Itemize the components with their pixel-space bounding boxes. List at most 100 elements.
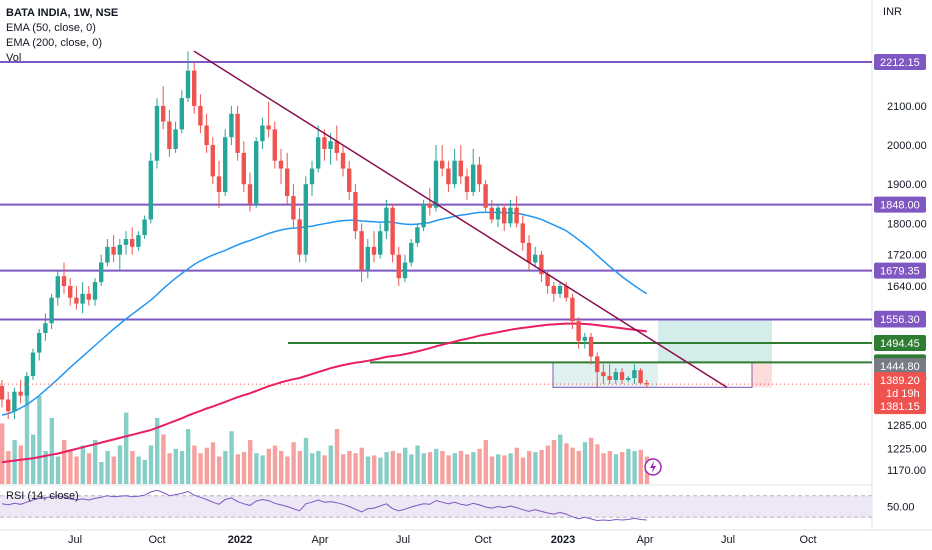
volume-bar [155,418,160,484]
volume-bar [434,448,439,484]
volume-bar [0,423,5,484]
candle-body [446,168,451,185]
candle-body [173,129,178,149]
volume-bar [248,440,253,484]
volume-bar [303,437,309,484]
volume-label[interactable]: Vol [6,52,22,64]
volume-bar [347,451,352,484]
candle-body [192,70,197,106]
candle-body [297,219,302,255]
candle-body [123,239,129,245]
price-tick-label: 1225.00 [887,443,927,455]
candle-body [291,195,296,220]
volume-bar [372,455,377,484]
time-tick-label: Apr [311,534,328,546]
volume-bar [272,445,278,484]
volume-bar [452,453,457,484]
candle-body [626,377,631,380]
candle-body [514,207,519,224]
time-tick-label: 2023 [551,534,575,546]
volume-bar [142,459,147,484]
volume-bar [384,452,389,484]
candle-body [495,207,501,220]
candle-body [204,125,209,146]
price-tick-label: 2100.00 [887,101,927,113]
volume-bar [204,447,209,484]
candle-body [43,323,48,333]
volume-bar [80,445,85,484]
entry-price-tag-bg [874,357,926,374]
candle-body [49,297,54,324]
candle-body [111,246,116,255]
candle-body [24,376,29,396]
volume-bar [359,447,364,484]
ema-price-tag-bg [874,310,926,327]
stop-zone [752,362,772,388]
volume-bar [285,456,290,484]
candle-body [353,192,358,232]
volume-bar [229,431,234,484]
volume-bar [390,451,395,484]
candle-body [235,113,240,153]
candle-body [359,231,364,271]
volume-bar [483,440,488,484]
candle-body [198,105,203,126]
candle-body [340,152,346,169]
symbol-title[interactable]: BATA INDIA, 1W, NSE [6,7,119,19]
volume-bar [489,456,495,484]
candle-body [105,246,110,263]
candle-body [161,105,166,122]
currency-label: INR [883,6,902,18]
volume-bar [427,452,433,484]
last-price-tag-bg [874,372,926,415]
volume-bar [496,454,501,484]
volume-bar [266,448,271,484]
entry-price-tag: 1444.80 [880,361,920,373]
candle-body [260,125,265,142]
volume-bar [68,451,73,484]
volume-bar [564,443,569,484]
rsi-label[interactable]: RSI (14, close) [6,490,79,502]
candle-body [477,164,482,185]
rsi-tick-label: 50.00 [887,502,915,514]
volume-bar [130,451,135,484]
candle-body [210,145,215,177]
time-tick-label: Apr [636,534,653,546]
price-tick-label: 2000.00 [887,140,927,152]
volume-bar [471,452,476,484]
time-tick-label: Oct [148,534,165,546]
ema50-label[interactable]: EMA (50, close, 0) [6,22,96,34]
candle-body [30,352,36,377]
candle-body [278,160,284,169]
candle-body [520,223,525,243]
volume-bar [353,453,358,484]
candle-body [526,242,532,263]
time-tick-label: Jul [721,534,735,546]
candle-body [229,113,234,138]
candle-body [154,105,160,161]
volume-bar [235,454,240,484]
candle-body [285,168,290,196]
candle-body [136,235,141,247]
volume-bar [49,418,54,484]
candle-body [502,207,507,224]
price-tick-label: 1800.00 [887,218,927,230]
candle-body [92,282,98,300]
volume-bar [539,449,544,484]
volume-bar [620,452,625,484]
volume-bar [520,457,526,484]
level-tag-1: 1848.00 [880,200,920,212]
candle-body [347,168,352,193]
volume-bar [508,453,513,484]
ema200-line [1,322,647,464]
candle-body [458,160,463,177]
candle-body [551,285,556,294]
volume-bar [198,453,203,484]
volume-bar [589,437,594,484]
candle-body [216,176,222,193]
stop-price-tag: 1381.15 [880,401,920,413]
ema200-label[interactable]: EMA (200, close, 0) [6,37,102,49]
candle-body [99,262,104,283]
price-tick-label: 1640.00 [887,281,927,293]
